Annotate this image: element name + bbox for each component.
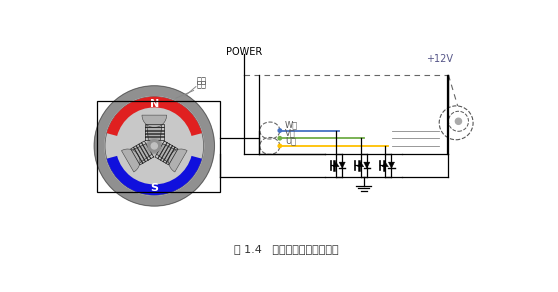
Text: U相: U相 (285, 136, 296, 145)
Text: 定子: 定子 (196, 81, 206, 90)
Wedge shape (107, 156, 202, 195)
Text: POWER: POWER (227, 47, 262, 57)
Polygon shape (339, 162, 345, 168)
Bar (97, 101, 220, 192)
Polygon shape (364, 162, 370, 168)
Wedge shape (107, 97, 202, 136)
Text: N: N (150, 99, 159, 109)
Text: W相: W相 (285, 121, 299, 130)
Polygon shape (358, 162, 364, 167)
Text: 图 1.4   无刻直流电机转动原理: 图 1.4 无刻直流电机转动原理 (234, 244, 338, 254)
Wedge shape (169, 149, 187, 172)
Circle shape (455, 118, 461, 124)
Text: +12V: +12V (426, 53, 453, 64)
Circle shape (105, 97, 204, 195)
Circle shape (278, 129, 281, 132)
Wedge shape (122, 149, 140, 172)
Polygon shape (147, 123, 162, 146)
Wedge shape (142, 115, 167, 127)
Polygon shape (333, 162, 339, 167)
Polygon shape (152, 141, 178, 164)
Circle shape (151, 143, 157, 149)
Circle shape (147, 138, 162, 154)
Circle shape (148, 140, 161, 152)
Text: 转子: 转子 (196, 76, 206, 85)
Text: S: S (150, 183, 158, 193)
Text: V相: V相 (285, 128, 296, 138)
Circle shape (278, 137, 281, 140)
Circle shape (278, 144, 281, 148)
Polygon shape (131, 141, 157, 164)
Polygon shape (382, 162, 388, 167)
Polygon shape (388, 162, 395, 168)
